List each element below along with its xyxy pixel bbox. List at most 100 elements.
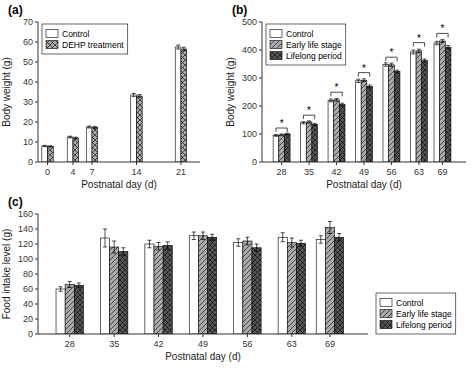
bar [367, 86, 373, 162]
x-tick [203, 334, 204, 337]
error-bar [411, 50, 415, 54]
figure: 0102030405060700471421Postnatal day (d)B… [0, 0, 474, 375]
error-bar [93, 126, 97, 128]
x-tick-label: 21 [176, 167, 186, 177]
bar [145, 244, 154, 334]
x-tick [364, 162, 365, 165]
y-tick [35, 259, 38, 260]
y-tick [35, 42, 38, 43]
series [48, 47, 187, 162]
legend-swatch [270, 52, 282, 60]
x-tick-label: 63 [287, 339, 297, 349]
x-tick-label: 56 [386, 167, 396, 177]
bar [273, 135, 279, 162]
bar [92, 127, 98, 162]
error-bar [182, 47, 186, 51]
x-tick [72, 162, 73, 165]
bar [410, 52, 416, 162]
error-bar [290, 238, 294, 247]
legend-label: Control [62, 29, 90, 39]
error-bar [74, 137, 78, 139]
bar [440, 41, 446, 162]
annotation: * [335, 82, 339, 93]
series [273, 41, 439, 162]
y-axis-label: Food intake level (g) [1, 229, 12, 320]
y-tick [35, 334, 38, 335]
y-tick [35, 122, 38, 123]
error-bar [201, 232, 205, 240]
y-tick [259, 50, 262, 51]
bar [154, 246, 163, 334]
x-tick [281, 162, 282, 165]
y-tick [259, 134, 262, 135]
plot-area [56, 222, 344, 335]
bar [73, 138, 79, 162]
bar [136, 96, 142, 162]
error-bar [137, 95, 141, 98]
legend: ControlDEHP treatment [42, 24, 128, 54]
x-axis-label: Postnatal day (d) [165, 351, 241, 362]
y-tick-label: 40 [23, 77, 33, 87]
bar [175, 47, 181, 162]
y-tick [35, 62, 38, 63]
legend-box [376, 293, 456, 334]
x-tick-label: 28 [65, 339, 75, 349]
y-tick-label: 140 [18, 224, 33, 234]
y-tick-label: 10 [23, 137, 33, 147]
y-tick [35, 82, 38, 83]
error-bar [77, 283, 81, 288]
y-tick [35, 319, 38, 320]
error-bar [274, 135, 278, 137]
bar [110, 247, 119, 334]
y-tick-label: 120 [18, 239, 33, 249]
error-bar [285, 133, 289, 135]
title: (a) [8, 3, 23, 17]
error-bar [59, 287, 63, 292]
bar [316, 240, 325, 335]
error-bar [236, 239, 240, 247]
y-tick-label: 0 [28, 157, 33, 167]
x-tick [114, 334, 115, 337]
annotation: * [441, 23, 445, 34]
legend-label: Lifelong period [396, 320, 452, 330]
x-tick [92, 162, 93, 165]
y-tick [35, 244, 38, 245]
bar [284, 134, 290, 162]
x-tick [180, 162, 181, 165]
y-tick-label: 160 [18, 209, 33, 219]
x-tick-label: 63 [414, 167, 424, 177]
y-tick-label: 400 [242, 45, 257, 55]
legend-swatch [380, 299, 392, 307]
bar [189, 236, 198, 334]
y-tick-label: 100 [242, 129, 257, 139]
bar [181, 49, 187, 162]
error-bar [166, 242, 170, 250]
bar [67, 137, 73, 162]
bar [287, 243, 296, 335]
bar [74, 285, 83, 334]
x-tick-label: 35 [304, 167, 314, 177]
legend-swatch [270, 41, 282, 49]
error-bar [319, 236, 323, 244]
series [65, 222, 334, 335]
y-tick-label: 60 [23, 284, 33, 294]
bar [42, 146, 48, 162]
legend-swatch [380, 310, 392, 318]
x-axis-label: Postnatal day (d) [81, 179, 157, 190]
bar [100, 238, 109, 334]
bar [48, 146, 54, 162]
bar [383, 65, 389, 162]
error-bar [176, 45, 180, 49]
y-tick [259, 162, 262, 163]
error-bar [280, 134, 284, 136]
error-bar [43, 145, 47, 146]
legend-label: Control [396, 298, 424, 308]
legend-label: DEHP treatment [62, 40, 124, 50]
bar [234, 243, 243, 335]
x-tick-label: 4 [70, 167, 75, 177]
error-bar [192, 232, 196, 240]
error-bar [389, 63, 393, 66]
y-tick [35, 229, 38, 230]
error-bar [121, 248, 125, 256]
y-tick [35, 304, 38, 305]
